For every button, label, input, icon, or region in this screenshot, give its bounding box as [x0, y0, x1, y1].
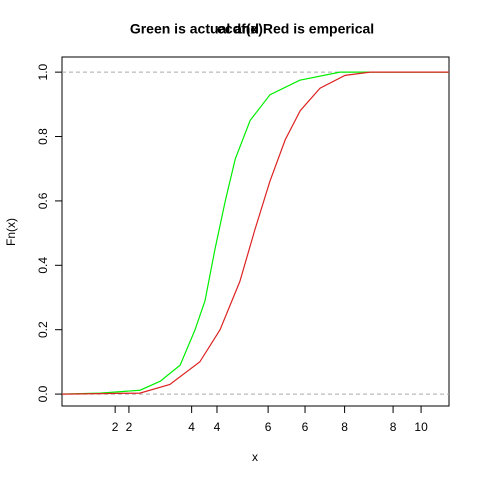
- y-tick-label: 0.6: [36, 192, 50, 209]
- y-tick-label: 1.0: [36, 63, 50, 80]
- x-tick-label: 2: [112, 420, 119, 434]
- y-tick-label: 0.0: [36, 385, 50, 402]
- x-tick-label: 6: [302, 420, 309, 434]
- plot-frame: [61, 56, 450, 407]
- x-tick-label: 10: [414, 420, 428, 434]
- y-tick-label: 0.8: [36, 128, 50, 145]
- y-axis-label: Fn(x): [4, 218, 18, 246]
- chart-subtitle: Green is actual and Red is emperical: [130, 21, 374, 37]
- y-tick-label: 0.4: [36, 257, 50, 274]
- chart-title: ecdf(x): [217, 21, 263, 37]
- x-tick-label: 6: [265, 420, 272, 434]
- ecdf-line: [61, 71, 449, 395]
- x-axis-label: x: [252, 450, 258, 464]
- ecdf-line: [61, 71, 449, 395]
- y-tick-label: 0.2: [36, 321, 50, 338]
- x-tick-label: 4: [214, 420, 221, 434]
- x-tick-label: 2: [126, 420, 133, 434]
- x-tick-label: 8: [341, 420, 348, 434]
- x-tick-label: 8: [390, 420, 397, 434]
- x-tick-label: 4: [188, 420, 195, 434]
